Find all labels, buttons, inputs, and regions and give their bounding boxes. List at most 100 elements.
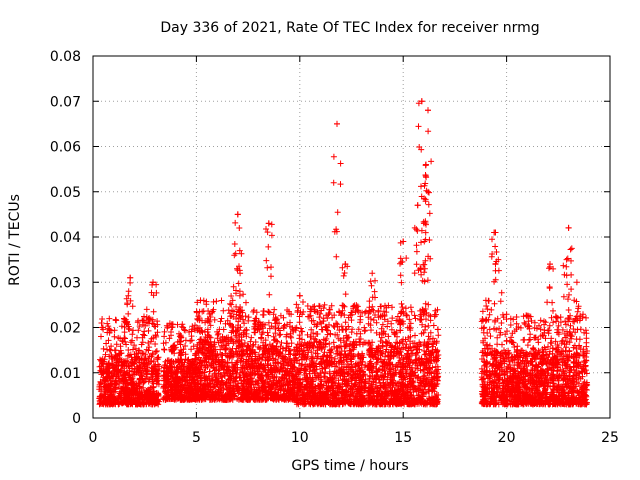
- data-point: [100, 394, 107, 401]
- data-point: [117, 343, 124, 350]
- data-point: [98, 386, 105, 393]
- data-point: [105, 325, 112, 332]
- data-point: [148, 335, 155, 342]
- data-point: [129, 303, 136, 310]
- data-point: [112, 388, 119, 395]
- data-point: [133, 395, 140, 402]
- data-point: [102, 351, 109, 358]
- data-point: [153, 348, 160, 354]
- data-point: [113, 317, 120, 324]
- data-point: [141, 328, 148, 335]
- data-point: [123, 341, 130, 348]
- data-point: [111, 396, 118, 403]
- data-point: [111, 327, 118, 334]
- data-point: [125, 310, 132, 317]
- data-point: [141, 391, 148, 398]
- data-point: [104, 346, 110, 353]
- data-point: [118, 323, 125, 330]
- data-point: [127, 351, 134, 358]
- data-point: [125, 323, 132, 330]
- data-point: [106, 315, 113, 322]
- data-point: [145, 358, 152, 365]
- data-point: [128, 393, 135, 399]
- data-point: [150, 383, 157, 390]
- data-point: [111, 333, 118, 340]
- data-point: [122, 318, 129, 325]
- data-point: [97, 393, 104, 400]
- data-point: [122, 335, 128, 342]
- data-point: [138, 341, 145, 348]
- data-point: [146, 315, 153, 322]
- data-point: [133, 369, 140, 376]
- data-point: [155, 381, 162, 388]
- data-point: [150, 308, 157, 315]
- data-point: [135, 400, 142, 407]
- data-point: [97, 378, 104, 385]
- data-point: [140, 401, 147, 408]
- data-point: [106, 394, 113, 401]
- data-point: [138, 392, 145, 399]
- data-point: [129, 331, 136, 338]
- data-point: [146, 344, 153, 351]
- data-point: [138, 356, 145, 363]
- data-point: [118, 399, 125, 406]
- data-point: [155, 377, 161, 384]
- data-point: [179, 373, 186, 380]
- data-point: [165, 357, 172, 364]
- data-point: [100, 345, 107, 352]
- data-point: [121, 329, 128, 336]
- data-point: [137, 376, 144, 383]
- data-point: [144, 319, 150, 326]
- data-point: [140, 331, 147, 338]
- data-point: [127, 297, 134, 304]
- data-point: [143, 366, 150, 373]
- data-point: [149, 350, 156, 357]
- data-point: [135, 327, 142, 334]
- data-point: [104, 375, 111, 382]
- data-point: [133, 351, 140, 357]
- data-point: [138, 372, 145, 379]
- data-point: [125, 380, 132, 387]
- data-point: [139, 365, 146, 372]
- data-point: [103, 361, 109, 368]
- data-point: [114, 355, 121, 362]
- data-point: [108, 387, 115, 394]
- data-point: [145, 340, 152, 346]
- data-point: [130, 371, 137, 378]
- data-point: [134, 390, 140, 397]
- data-points: [96, 98, 591, 408]
- data-point: [122, 391, 129, 398]
- data-point: [99, 316, 106, 322]
- data-point: [124, 301, 131, 308]
- data-point: [151, 323, 158, 330]
- data-point: [155, 401, 162, 408]
- data-point: [127, 279, 134, 286]
- data-point: [141, 378, 148, 385]
- data-point: [107, 347, 114, 354]
- data-point: [108, 355, 115, 362]
- data-point: [141, 389, 148, 395]
- data-point: [136, 385, 143, 392]
- data-point: [99, 355, 106, 362]
- data-point: [156, 398, 163, 405]
- data-point: [134, 334, 140, 341]
- data-point: [118, 358, 125, 364]
- data-point: [99, 324, 106, 331]
- data-point: [153, 289, 160, 296]
- data-point: [139, 317, 146, 324]
- data-point: [131, 342, 138, 349]
- data-point: [112, 381, 119, 388]
- data-point: [152, 371, 159, 378]
- data-point: [119, 361, 126, 368]
- data-point: [104, 320, 111, 327]
- data-point: [104, 329, 111, 336]
- data-point: [136, 323, 143, 330]
- data-point: [127, 339, 134, 346]
- data-point: [140, 379, 147, 386]
- data-point: [113, 362, 120, 369]
- data-point: [105, 337, 112, 344]
- data-point: [142, 322, 149, 329]
- data-point: [115, 396, 121, 403]
